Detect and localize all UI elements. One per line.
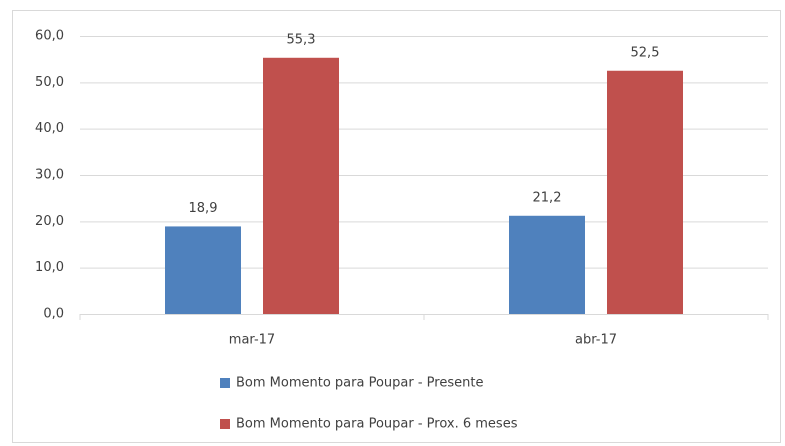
y-tick-label: 60,0 — [35, 29, 64, 44]
x-tick-label: mar-17 — [229, 333, 275, 348]
y-tick-label: 40,0 — [35, 121, 64, 136]
y-tick-label: 50,0 — [35, 75, 64, 90]
legend-label: Bom Momento para Poupar - Presente — [236, 376, 483, 391]
legend-swatch — [220, 378, 230, 388]
value-label: 18,9 — [189, 201, 218, 216]
legend-swatch — [220, 419, 230, 429]
value-label: 21,2 — [533, 190, 562, 205]
y-tick-label: 30,0 — [35, 168, 64, 183]
value-label: 55,3 — [287, 32, 316, 47]
value-label: 52,5 — [631, 45, 660, 60]
bar — [509, 215, 585, 314]
bar — [263, 57, 339, 314]
bar — [607, 70, 683, 314]
x-tick-label: abr-17 — [575, 333, 617, 348]
y-tick-label: 10,0 — [35, 260, 64, 275]
y-tick-label: 20,0 — [35, 214, 64, 229]
bar — [165, 226, 241, 314]
y-tick-label: 0,0 — [43, 307, 64, 322]
legend-label: Bom Momento para Poupar - Prox. 6 meses — [236, 417, 518, 432]
